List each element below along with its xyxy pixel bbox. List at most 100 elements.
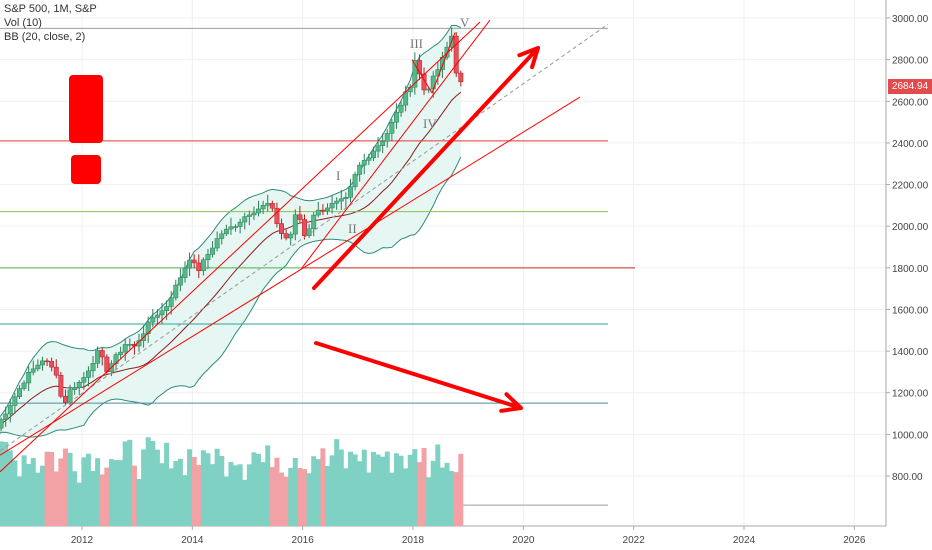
volume-bar (44, 451, 50, 526)
volume-bar (145, 437, 151, 526)
candle-body (453, 35, 459, 74)
volume-bar (159, 463, 165, 526)
volume-bar (265, 445, 271, 526)
legend-volume[interactable]: Vol (10) (4, 17, 42, 29)
volume-bar (150, 441, 156, 526)
volume-bar (398, 455, 404, 526)
price-tick-label: 1200.00 (892, 389, 929, 400)
legend: S&P 500, 1M, S&P Vol (10) BB (20, close,… (4, 2, 97, 44)
candle-body (320, 209, 326, 212)
candle-body (315, 209, 321, 216)
candle-body (223, 228, 229, 235)
candle-body (0, 419, 4, 429)
candle-body (90, 363, 96, 372)
volume-bar (200, 450, 206, 526)
volume-bar (329, 455, 335, 526)
candle-body (394, 112, 399, 123)
legend-bollinger[interactable]: BB (20, close, 2) (4, 31, 86, 43)
candle-body (72, 387, 78, 391)
volume-bar (53, 471, 59, 526)
candle-body (12, 396, 18, 406)
candle-body (35, 364, 41, 370)
candle-body (292, 214, 298, 235)
wave-label-1: I (336, 168, 341, 183)
candle-body (233, 226, 238, 228)
candle-body (237, 221, 243, 227)
volume-bar (58, 458, 64, 526)
candle-body (53, 366, 59, 376)
volume-bar (187, 449, 193, 526)
volume-bar (154, 449, 160, 526)
candle-body (7, 405, 13, 415)
volume-bar (357, 461, 363, 526)
volume-bar (85, 453, 91, 526)
candle-body (306, 228, 312, 237)
wave-label-2: II (348, 221, 357, 236)
volume-bar (380, 456, 386, 526)
candle-body (210, 247, 216, 255)
candle-body (40, 360, 45, 366)
candle-body (145, 321, 151, 335)
wave-label-5: V (460, 15, 470, 30)
candle-body (26, 371, 32, 384)
arrow-down-head (499, 392, 523, 413)
last-price-tag: 2684.94 (888, 79, 932, 94)
volume-bar (62, 448, 68, 526)
volume-bar (219, 455, 225, 526)
candle-body (30, 368, 36, 373)
volume-bar (214, 448, 220, 526)
candle-body (3, 413, 9, 420)
bollinger-upper (0, 24, 462, 418)
volume-bar (141, 449, 147, 526)
volume-bar (458, 453, 464, 526)
candle-body (357, 164, 363, 175)
price-tick-label: 2400.00 (892, 139, 929, 150)
time-tick-label: 2026 (843, 535, 866, 546)
candle-body (159, 310, 165, 316)
volume-bar (122, 441, 128, 526)
volume-bar (3, 441, 9, 526)
candle-body (196, 262, 202, 272)
candle-body (200, 259, 206, 272)
trendline-recent (301, 19, 491, 269)
candle-body (329, 203, 335, 209)
candle-body (311, 214, 317, 230)
candle-body (219, 233, 225, 239)
candle-body (426, 88, 432, 91)
candle-body (21, 382, 27, 389)
volume-bar (72, 471, 78, 526)
volume-bar (191, 456, 197, 526)
candle-body (214, 238, 220, 249)
bollinger-lower (0, 156, 462, 438)
exclamation-dot (71, 155, 101, 184)
volume-bar (95, 458, 101, 526)
candle-body (187, 259, 193, 269)
arrow-up-head (517, 46, 540, 70)
volume-bar (324, 465, 330, 526)
price-tick-label: 2200.00 (892, 181, 929, 192)
candle-body (366, 157, 372, 161)
candle-body (302, 219, 307, 237)
volume-bar (292, 457, 298, 526)
volume-bar (35, 472, 41, 526)
volume-bar (173, 461, 179, 526)
legend-symbol[interactable]: S&P 500, 1M, S&P (4, 3, 97, 15)
volume-bar (237, 464, 243, 526)
volume-bar (99, 474, 105, 526)
volume-bar (164, 442, 170, 526)
volume-bar (228, 461, 234, 526)
volume-bar (283, 476, 289, 526)
candle-body (251, 212, 257, 216)
time-tick-label: 2022 (623, 535, 646, 546)
candle-body (375, 145, 381, 152)
volume-bar (430, 460, 436, 526)
candle-body (44, 360, 50, 363)
candle-body (361, 160, 367, 166)
volume-bar (108, 459, 114, 526)
candle-body (99, 350, 105, 358)
candle-body (182, 267, 188, 278)
volume-bar (315, 459, 321, 526)
candle-body (127, 344, 133, 346)
volume-bar (334, 439, 340, 526)
